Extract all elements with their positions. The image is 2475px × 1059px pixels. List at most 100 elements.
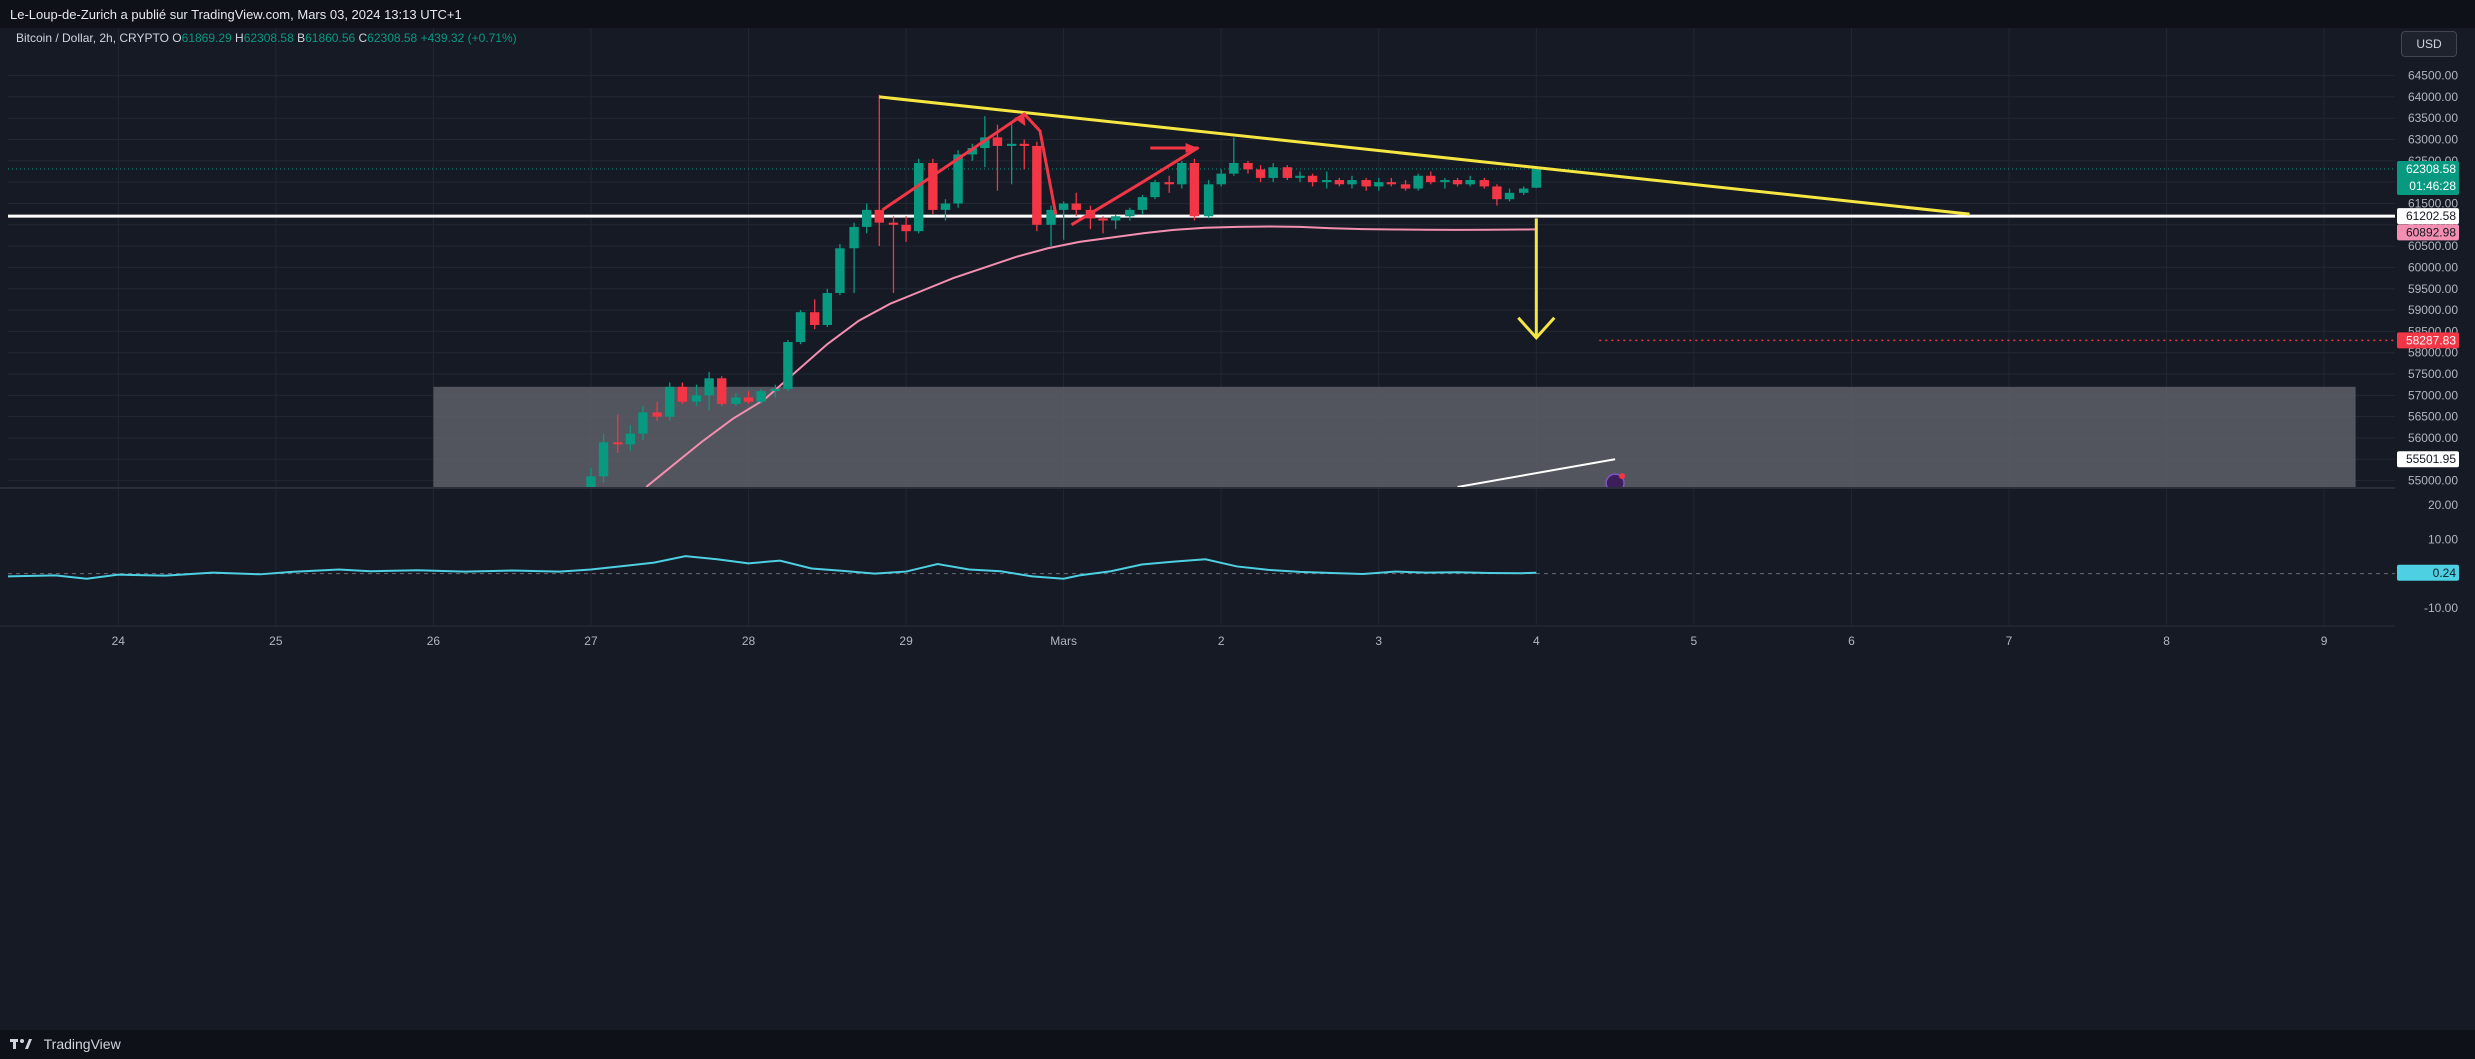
oscillator-pane	[7, 555, 2395, 580]
candle-body	[691, 395, 702, 402]
price-tick-label: 60000.00	[2408, 260, 2458, 274]
red-zigzag-arrow-2	[1070, 146, 1200, 227]
white-trend-segment	[1457, 458, 1616, 487]
price-chart[interactable]: 64500.0064000.0063500.0063000.0062500.00…	[0, 28, 2475, 1030]
candle-body	[849, 226, 859, 249]
candle-body	[1361, 180, 1371, 187]
price-tick-label: 58000.00	[2408, 346, 2458, 360]
candle-body	[1137, 197, 1148, 210]
price-tick-label: 57000.00	[2408, 388, 2458, 402]
oscillator-tick-label: -10.00	[2424, 601, 2458, 615]
grid	[8, 28, 2395, 625]
oscillator-line	[7, 555, 1537, 580]
legend-symbol: Bitcoin / Dollar, 2h, CRYPTO	[16, 31, 172, 45]
price-tick-label: 57500.00	[2408, 367, 2458, 381]
legend-c-value: 62308.58	[367, 31, 420, 45]
tradingview-logo: TradingView	[10, 1036, 121, 1052]
time-tick-label: 2	[1218, 634, 1225, 648]
price-tick-label: 63000.00	[2408, 133, 2458, 147]
oscillator-tick-label: 20.00	[2428, 498, 2458, 512]
candle-body	[1164, 182, 1174, 185]
candle-body	[1203, 184, 1214, 217]
time-tick-label: 29	[899, 634, 913, 648]
candle-body	[1334, 180, 1345, 185]
candle-body	[809, 312, 820, 325]
candle-body	[677, 386, 688, 402]
candle-body	[1216, 173, 1226, 185]
price-tick-label: 55000.00	[2408, 474, 2458, 488]
candle-body	[1479, 180, 1490, 187]
publish-header-bar: Le-Loup-de-Zurich a publié sur TradingVi…	[0, 0, 2475, 28]
white-line-price-tag-bg	[2397, 451, 2459, 468]
currency-button[interactable]: USD	[2401, 31, 2457, 57]
candle-body	[1019, 143, 1029, 146]
candle-body	[665, 386, 675, 417]
time-tick-label: 7	[2006, 634, 2013, 648]
ma-price-tag-bg	[2397, 224, 2459, 241]
candle-body	[1058, 203, 1069, 210]
candle-body	[1452, 180, 1463, 185]
candle-body	[625, 433, 636, 445]
candle-body	[1400, 184, 1411, 189]
publish-info: Le-Loup-de-Zurich a publié sur TradingVi…	[10, 7, 462, 22]
price-tick-label: 64500.00	[2408, 69, 2458, 83]
candle-body	[1268, 167, 1278, 178]
candle-body	[913, 162, 924, 232]
price-tick-label: 61500.00	[2408, 196, 2458, 210]
candle-body	[992, 137, 1003, 146]
time-tick-label: 3	[1375, 634, 1382, 648]
candle-body	[1071, 203, 1081, 210]
candle-body	[1413, 175, 1423, 189]
last-price-tag-countdown: 01:46:28	[2409, 179, 2456, 193]
oscillator-value-tag-bg	[2397, 564, 2459, 581]
footer-bar: TradingView	[0, 1030, 2475, 1059]
candle-body	[1440, 180, 1450, 183]
tradingview-brand-text: TradingView	[43, 1036, 121, 1052]
candle-body	[638, 412, 648, 434]
candle-body	[1504, 192, 1515, 200]
yellow-trendline	[879, 95, 1970, 216]
time-tick-label: Mars	[1050, 634, 1077, 648]
time-tick-label: 26	[427, 634, 441, 648]
candle-body	[783, 342, 793, 389]
candle-body	[1189, 162, 1200, 217]
candle-body	[1006, 143, 1017, 146]
candle-body	[874, 209, 885, 223]
target-price-tag-bg	[2397, 332, 2459, 349]
time-tick-label: 9	[2321, 634, 2328, 648]
candle-body	[1125, 209, 1135, 217]
price-tick-label: 59500.00	[2408, 282, 2458, 296]
candle-body	[743, 397, 754, 402]
candle-body	[1177, 162, 1187, 185]
time-tick-label: 24	[112, 634, 126, 648]
candle-body	[795, 312, 806, 343]
candle-body	[1046, 209, 1056, 225]
red-arrowhead-1	[1014, 113, 1026, 126]
candle-body	[598, 442, 609, 477]
target-price-tag: 58287.83	[2406, 333, 2456, 347]
candle-body	[1426, 175, 1436, 183]
candle-body	[1150, 182, 1160, 198]
time-tick-label: 27	[584, 634, 598, 648]
candle-body	[731, 397, 741, 404]
candle-body	[1282, 167, 1293, 178]
time-tick-label: 25	[269, 634, 283, 648]
legend-b-value: 61860.56	[305, 31, 358, 45]
oscillator-value-tag: 0.24	[2433, 566, 2457, 580]
candle-body	[1032, 145, 1042, 225]
candle-body	[770, 388, 781, 392]
candle-body	[1465, 180, 1475, 185]
symbol-legend: Bitcoin / Dollar, 2h, CRYPTO O61869.29 H…	[16, 31, 517, 45]
price-tick-label: 60500.00	[2408, 239, 2458, 253]
candle-body	[1110, 216, 1121, 221]
candle-body	[1374, 182, 1384, 187]
tradingview-logo-icon	[10, 1039, 32, 1049]
candle-body	[980, 137, 990, 149]
yellow-down-arrowhead	[1517, 316, 1556, 341]
event-icon-badge	[1619, 473, 1626, 480]
legend-change: +439.32 (+0.71%)	[421, 31, 517, 45]
candle-body	[1386, 182, 1397, 185]
price-tick-label: 63500.00	[2408, 111, 2458, 125]
legend-h-label: H	[235, 31, 244, 45]
time-tick-label: 4	[1533, 634, 1540, 648]
